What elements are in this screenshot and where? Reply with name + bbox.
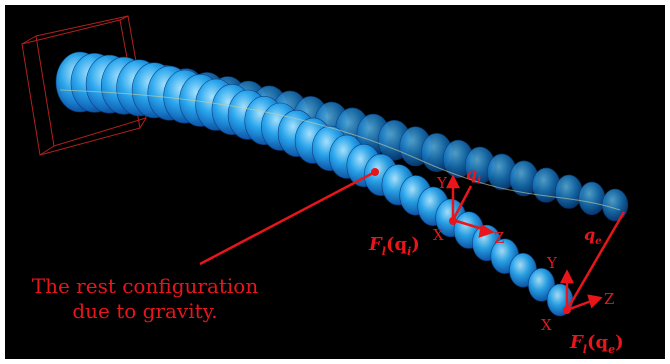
inner-frame-origin <box>449 217 457 225</box>
axis-z-inner-label: Z <box>494 229 504 247</box>
axis-x-inner-label: X <box>433 226 444 244</box>
caption-line-2: due to gravity. <box>72 299 218 323</box>
rod-bead <box>578 181 606 216</box>
end-frame-axes <box>559 211 626 312</box>
rod-rest-configuration <box>55 51 574 317</box>
q-end-label: qe <box>584 225 602 247</box>
force-inner-label: Fl(qi) <box>368 234 420 258</box>
axis-z-end-label: Z <box>604 290 614 308</box>
q-inner-label: qi <box>466 164 481 186</box>
rod-bead <box>601 188 629 222</box>
force-end-label: Fl(qe) <box>569 332 624 356</box>
rod-bead <box>527 267 555 302</box>
rod-centerline-upper <box>59 89 621 211</box>
axis-y-inner-label: Y <box>436 174 448 192</box>
rod-bead <box>555 174 583 209</box>
inner-frame-axes <box>445 174 495 238</box>
axis-x-end-label: X <box>541 316 552 334</box>
fixed-anchor-box <box>21 15 147 156</box>
caption-pointer <box>199 170 376 266</box>
caption-line-1: The rest configuration <box>31 274 259 298</box>
axis-y-end-label: Y <box>546 254 558 272</box>
end-frame-origin <box>563 306 571 314</box>
caption: The rest configuration due to gravity. <box>30 274 260 324</box>
caption-pointer-dot <box>371 168 379 176</box>
